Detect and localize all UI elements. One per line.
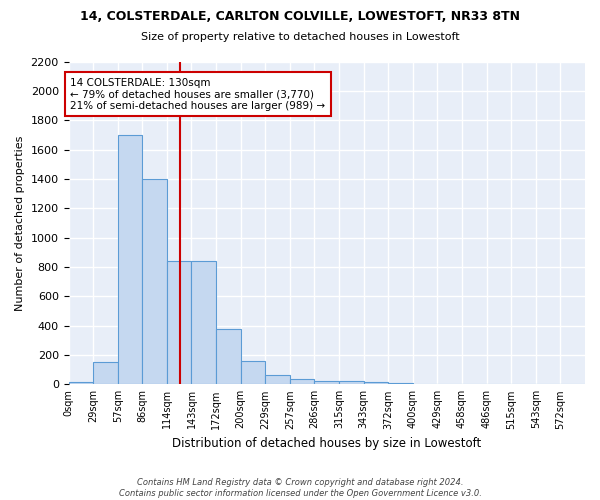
Bar: [388, 382, 413, 384]
Bar: [68, 382, 93, 384]
Text: Size of property relative to detached houses in Lowestoft: Size of property relative to detached ho…: [140, 32, 460, 42]
Bar: [191, 261, 216, 384]
Bar: [314, 380, 339, 384]
Bar: [339, 381, 364, 384]
Bar: [290, 379, 314, 384]
Text: 14 COLSTERDALE: 130sqm
← 79% of detached houses are smaller (3,770)
21% of semi-: 14 COLSTERDALE: 130sqm ← 79% of detached…: [70, 78, 326, 111]
Text: Contains HM Land Registry data © Crown copyright and database right 2024.
Contai: Contains HM Land Registry data © Crown c…: [119, 478, 481, 498]
Bar: [167, 261, 191, 384]
Bar: [93, 362, 118, 384]
Bar: [142, 179, 167, 384]
Text: 14, COLSTERDALE, CARLTON COLVILLE, LOWESTOFT, NR33 8TN: 14, COLSTERDALE, CARLTON COLVILLE, LOWES…: [80, 10, 520, 23]
X-axis label: Distribution of detached houses by size in Lowestoft: Distribution of detached houses by size …: [172, 437, 481, 450]
Bar: [118, 135, 142, 384]
Bar: [364, 382, 388, 384]
Bar: [241, 361, 265, 384]
Y-axis label: Number of detached properties: Number of detached properties: [15, 135, 25, 310]
Bar: [216, 328, 241, 384]
Bar: [265, 375, 290, 384]
